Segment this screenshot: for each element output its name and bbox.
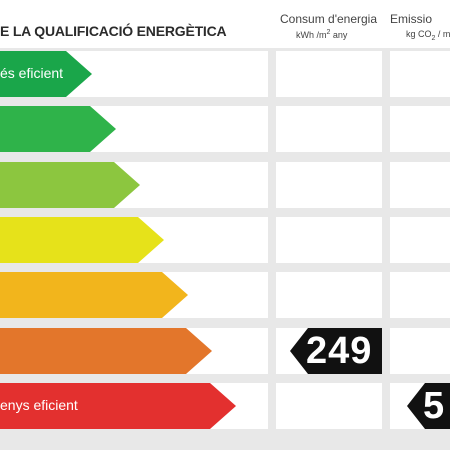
row-cell xyxy=(276,272,382,319)
class-arrow-shape xyxy=(0,106,116,153)
row-cell xyxy=(276,216,382,263)
row-cell xyxy=(276,382,382,429)
row-cell xyxy=(390,327,450,374)
consum-rating-value: 249 xyxy=(306,329,373,372)
class-arrow xyxy=(0,106,116,153)
class-row: enys eficient 5 xyxy=(0,382,450,429)
row-cell xyxy=(276,106,382,153)
class-arrow xyxy=(0,272,188,319)
class-arrow xyxy=(0,161,140,208)
class-arrow-shape xyxy=(0,327,212,374)
row-cell xyxy=(390,161,450,208)
consumption-unit: kWh /m2 any xyxy=(296,29,348,40)
emissions-column-header: Emissio kg CO2 / m xyxy=(390,12,450,42)
emissions-rating-arrow xyxy=(407,382,450,429)
class-arrow-label: enys eficient xyxy=(0,396,78,413)
class-arrow-shape xyxy=(0,216,164,263)
row-cell xyxy=(390,272,450,319)
class-row xyxy=(0,106,450,153)
row-cell xyxy=(276,51,382,97)
class-row: és eficient xyxy=(0,51,450,97)
label-header: E LA QUALIFICACIÓ ENERGÈTICA Consum d'en… xyxy=(0,0,450,48)
class-arrow-shape xyxy=(0,51,92,97)
consumption-header-label: Consum d'energia xyxy=(280,12,378,26)
consumption-column-header: Consum d'energia kWh /m2 any xyxy=(280,12,377,40)
consum-rating-arrow xyxy=(290,327,382,374)
row-cell xyxy=(390,216,450,263)
class-arrow-shape xyxy=(0,161,140,208)
class-arrow xyxy=(0,327,212,374)
class-arrow-label: és eficient xyxy=(0,65,64,81)
class-arrow xyxy=(0,216,164,263)
label-title: E LA QUALIFICACIÓ ENERGÈTICA xyxy=(0,23,227,39)
row-cell xyxy=(276,161,382,208)
emissions-header-label: Emissio xyxy=(390,12,433,26)
class-arrow-shape xyxy=(0,272,188,319)
emissions-rating-value: 5 xyxy=(423,384,446,427)
class-arrow xyxy=(0,51,92,97)
class-arrow xyxy=(0,382,236,429)
class-row xyxy=(0,272,450,319)
row-cell xyxy=(390,51,450,97)
class-row xyxy=(0,216,450,263)
emissions-rating-badge: 5 xyxy=(407,382,450,429)
class-arrow-shape xyxy=(0,382,236,429)
row-cell xyxy=(390,106,450,153)
class-row xyxy=(0,161,450,208)
consum-rating-badge: 249 xyxy=(290,327,382,374)
emissions-unit: kg CO2 / m xyxy=(406,29,450,42)
class-row: 249 xyxy=(0,327,450,374)
